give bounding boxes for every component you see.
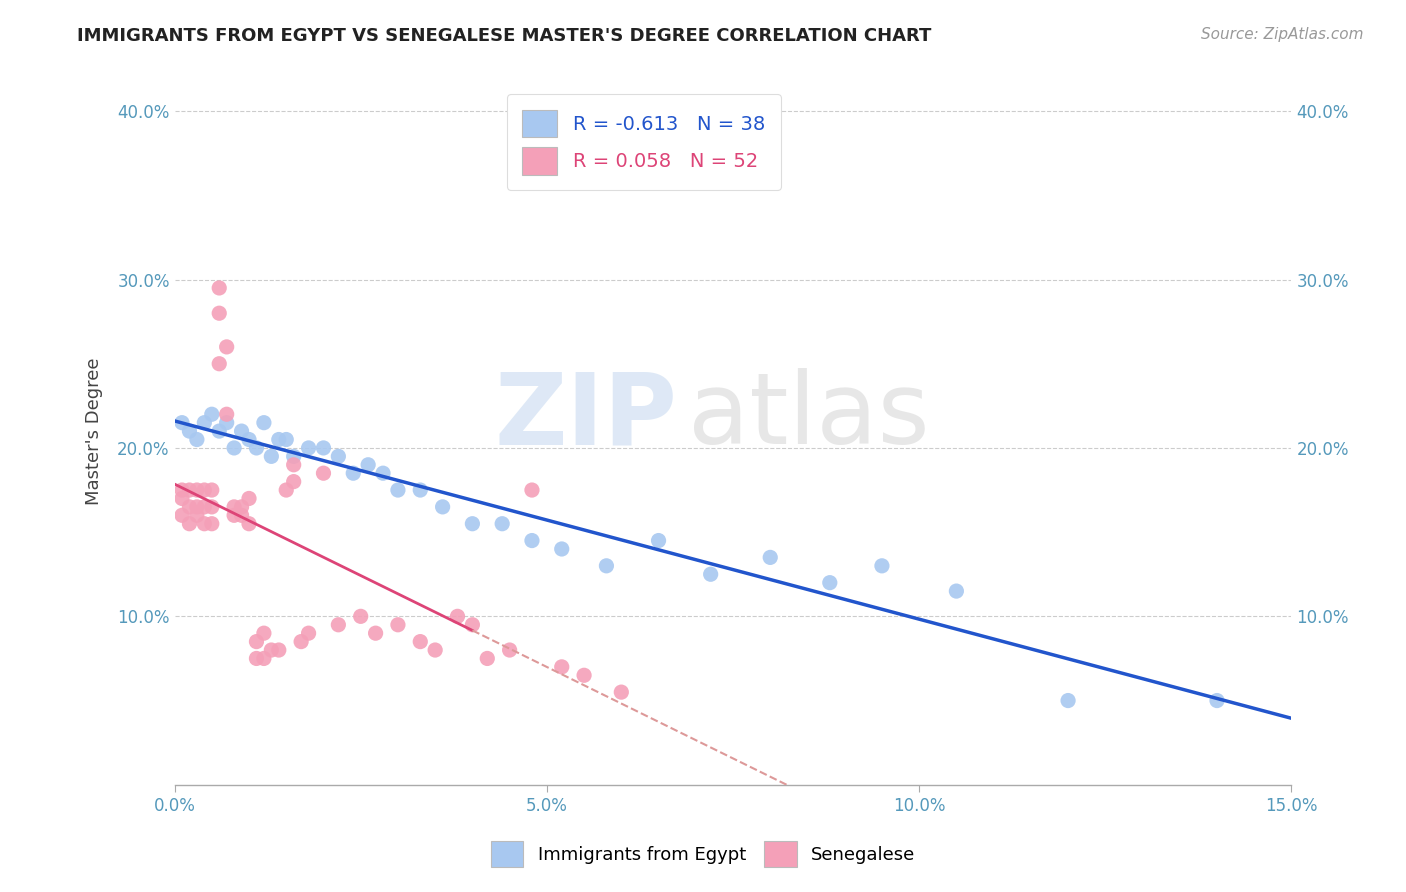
Point [699, 567, 721, 582]
Point [208, 357, 231, 371]
Point [245, 651, 267, 665]
Point [179, 483, 201, 497]
Point [260, 450, 283, 464]
Point [253, 626, 276, 640]
Point [290, 634, 312, 648]
Point [312, 466, 335, 480]
Y-axis label: Master's Degree: Master's Degree [86, 358, 103, 505]
Point [186, 433, 208, 447]
Point [371, 466, 394, 480]
Point [231, 508, 253, 523]
Point [297, 441, 319, 455]
Point [610, 685, 633, 699]
Point [231, 424, 253, 438]
Point [238, 433, 260, 447]
Text: ZIP: ZIP [495, 368, 678, 466]
Point [238, 516, 260, 531]
Point [245, 441, 267, 455]
Point [186, 508, 208, 523]
Legend: Immigrants from Egypt, Senegalese: Immigrants from Egypt, Senegalese [484, 834, 922, 874]
Point [170, 491, 193, 506]
Point [870, 558, 893, 573]
Point [208, 424, 231, 438]
Point [238, 491, 260, 506]
Point [342, 466, 364, 480]
Point [224, 500, 246, 514]
Point [267, 433, 290, 447]
Point [170, 483, 193, 497]
Point [759, 550, 782, 565]
Point [201, 516, 224, 531]
Point [520, 483, 543, 497]
Point [179, 424, 201, 438]
Point [201, 500, 224, 514]
Point [551, 541, 574, 556]
Point [461, 617, 484, 632]
Point [208, 281, 231, 295]
Point [446, 609, 468, 624]
Point [260, 643, 283, 657]
Point [1206, 693, 1229, 707]
Point [208, 306, 231, 320]
Point [409, 634, 432, 648]
Point [364, 626, 387, 640]
Point [170, 416, 193, 430]
Point [647, 533, 669, 548]
Point [253, 416, 276, 430]
Text: IMMIGRANTS FROM EGYPT VS SENEGALESE MASTER'S DEGREE CORRELATION CHART: IMMIGRANTS FROM EGYPT VS SENEGALESE MAST… [77, 27, 932, 45]
Point [193, 416, 215, 430]
Point [283, 450, 305, 464]
Point [245, 634, 267, 648]
Point [193, 516, 215, 531]
Text: Source: ZipAtlas.com: Source: ZipAtlas.com [1201, 27, 1364, 42]
Point [283, 475, 305, 489]
Point [357, 458, 380, 472]
Point [170, 508, 193, 523]
Point [283, 458, 305, 472]
Point [477, 651, 499, 665]
Point [387, 617, 409, 632]
Point [425, 643, 447, 657]
Point [201, 407, 224, 421]
Point [193, 483, 215, 497]
Point [201, 483, 224, 497]
Point [276, 483, 298, 497]
Point [179, 500, 201, 514]
Point [231, 500, 253, 514]
Legend: R = -0.613   N = 38, R = 0.058   N = 52: R = -0.613 N = 38, R = 0.058 N = 52 [506, 95, 780, 190]
Point [945, 584, 967, 599]
Point [572, 668, 595, 682]
Point [253, 651, 276, 665]
Point [215, 416, 238, 430]
Point [267, 643, 290, 657]
Point [350, 609, 373, 624]
Point [193, 500, 215, 514]
Point [328, 450, 350, 464]
Point [312, 441, 335, 455]
Point [461, 516, 484, 531]
Point [215, 407, 238, 421]
Point [224, 508, 246, 523]
Point [297, 626, 319, 640]
Point [595, 558, 617, 573]
Point [186, 483, 208, 497]
Point [432, 500, 454, 514]
Point [520, 533, 543, 548]
Point [818, 575, 841, 590]
Point [179, 516, 201, 531]
Point [186, 500, 208, 514]
Point [491, 516, 513, 531]
Point [551, 660, 574, 674]
Point [409, 483, 432, 497]
Point [276, 433, 298, 447]
Point [224, 441, 246, 455]
Point [1057, 693, 1080, 707]
Point [215, 340, 238, 354]
Text: atlas: atlas [689, 368, 929, 466]
Point [498, 643, 520, 657]
Point [387, 483, 409, 497]
Point [328, 617, 350, 632]
